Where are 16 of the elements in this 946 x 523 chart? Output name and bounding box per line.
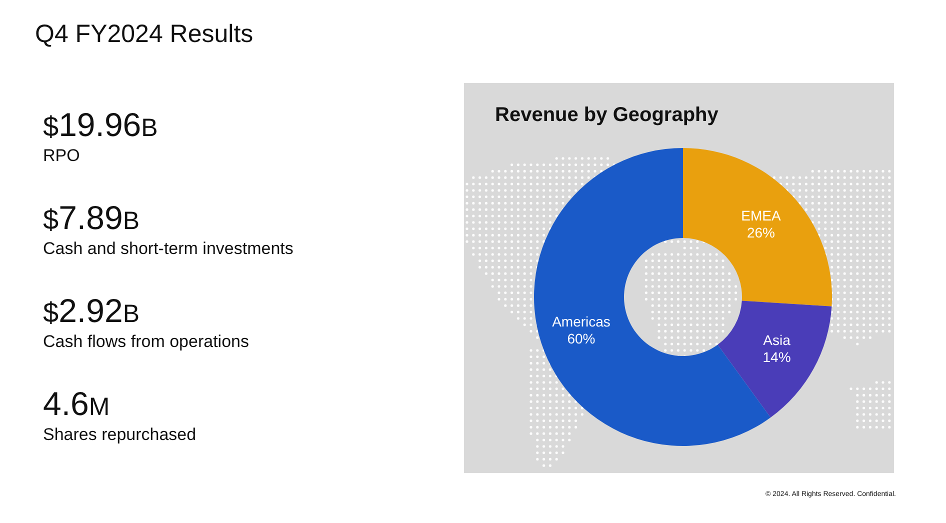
slice-label: EMEA: [741, 207, 782, 224]
data-label: 26%: [746, 224, 776, 240]
text: Shares repurchased: [43, 425, 196, 445]
data-label: 14%: [762, 349, 791, 366]
text: $19.96B: [43, 106, 158, 143]
text: Cash flows from operations: [43, 332, 249, 352]
text: Cash and short-term investments: [43, 239, 294, 259]
text: Q4 FY2024 Results: [35, 19, 254, 49]
chart-title: Revenue by Geography: [495, 104, 720, 126]
text: $7.89B: [43, 199, 140, 236]
text: $2.92B: [43, 292, 140, 329]
text: RPO: [43, 146, 80, 166]
data-label: 60%: [567, 330, 596, 347]
slice-label: Asia: [763, 332, 791, 348]
text: 4.6M: [43, 385, 110, 422]
slice-label: Americas: [552, 314, 610, 330]
